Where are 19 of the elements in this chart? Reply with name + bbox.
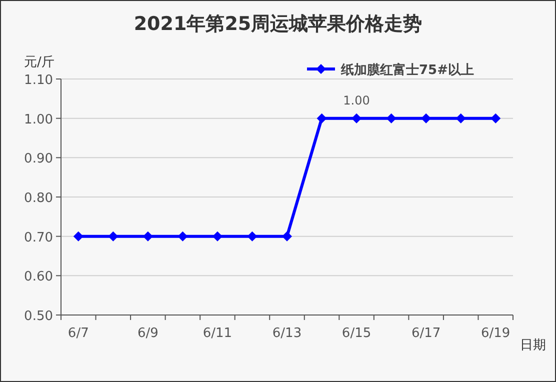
x-tick-label: 6/7 [68, 326, 89, 341]
x-tick-label: 6/19 [481, 326, 510, 341]
y-tick-label: 0.50 [24, 309, 53, 324]
x-tick-label: 6/17 [411, 326, 441, 341]
y-tick-label: 0.80 [24, 191, 53, 206]
y-tick-label: 0.90 [24, 152, 53, 167]
chart-title: 2021年第25周运城苹果价格走势 [134, 13, 422, 35]
x-axis-title: 日期 [520, 338, 546, 353]
y-tick-label: 0.60 [24, 270, 53, 285]
data-label: 1.00 [343, 93, 370, 108]
y-axis-title: 元/斤 [24, 55, 54, 70]
y-tick-label: 1.00 [24, 112, 53, 128]
legend-label: 纸加膜红富士75#以上 [340, 62, 474, 78]
y-tick-label: 0.70 [24, 230, 53, 246]
x-tick-label: 6/15 [342, 326, 372, 341]
x-tick-label: 6/9 [137, 326, 158, 341]
y-tick-label: 1.10 [24, 73, 53, 88]
x-tick-label: 6/13 [272, 326, 302, 341]
x-tick-label: 6/11 [202, 326, 232, 341]
